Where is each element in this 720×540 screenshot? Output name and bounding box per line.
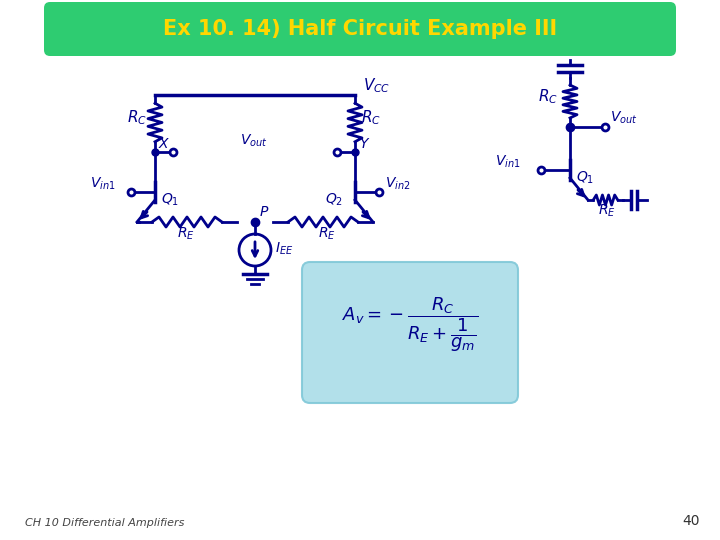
- Text: $V_{in1}$: $V_{in1}$: [90, 176, 116, 192]
- Text: $R_E$: $R_E$: [318, 226, 336, 242]
- Text: $R_E$: $R_E$: [598, 203, 616, 219]
- Text: $Q_2$: $Q_2$: [325, 192, 343, 208]
- Text: $V_{out}$: $V_{out}$: [610, 110, 638, 126]
- Text: Ex 10. 14) Half Circuit Example III: Ex 10. 14) Half Circuit Example III: [163, 19, 557, 39]
- Text: $R_C$: $R_C$: [538, 87, 558, 106]
- FancyBboxPatch shape: [44, 2, 676, 56]
- Text: $Q_1$: $Q_1$: [576, 170, 594, 186]
- Text: $V_{out}$: $V_{out}$: [240, 133, 268, 150]
- Text: $V_{in2}$: $V_{in2}$: [385, 176, 410, 192]
- Text: $Q_1$: $Q_1$: [161, 192, 179, 208]
- Text: 40: 40: [683, 514, 700, 528]
- Text: $P$: $P$: [259, 205, 269, 219]
- Text: $R_C$: $R_C$: [127, 108, 147, 127]
- Text: $V_{CC}$: $V_{CC}$: [363, 76, 390, 94]
- Text: $Y$: $Y$: [359, 137, 370, 151]
- Text: $R_E$: $R_E$: [177, 226, 195, 242]
- Text: CH 10 Differential Amplifiers: CH 10 Differential Amplifiers: [25, 518, 184, 528]
- Text: $I_{EE}$: $I_{EE}$: [275, 241, 293, 258]
- FancyBboxPatch shape: [302, 262, 518, 403]
- Text: $A_v = -\dfrac{R_C}{R_E + \dfrac{1}{g_m}}$: $A_v = -\dfrac{R_C}{R_E + \dfrac{1}{g_m}…: [341, 295, 479, 354]
- Text: $R_C$: $R_C$: [361, 108, 381, 127]
- Text: $X$: $X$: [158, 137, 171, 151]
- Text: $V_{in1}$: $V_{in1}$: [495, 154, 521, 171]
